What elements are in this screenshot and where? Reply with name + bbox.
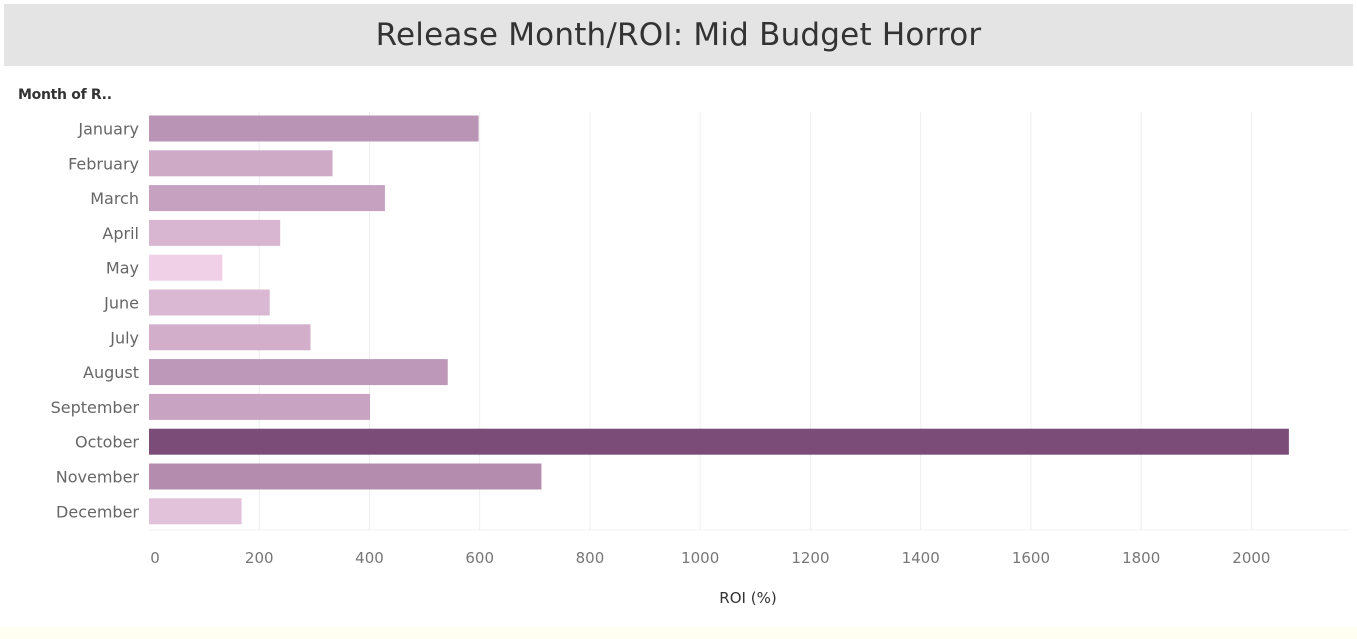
x-tick-label: 200: [245, 549, 274, 567]
category-label-january: January: [77, 120, 139, 139]
bar-november[interactable]: [149, 463, 542, 490]
category-label-july: July: [109, 328, 139, 347]
category-label-november: November: [56, 468, 140, 487]
bar-may[interactable]: [149, 254, 223, 281]
x-axis-label: ROI (%): [719, 589, 776, 607]
category-header[interactable]: Month of R..: [18, 87, 112, 103]
x-axis: 0 200 400 600 800 1000 1200 1400 1600 1800 2000: [149, 529, 1350, 567]
category-label-september: September: [51, 398, 140, 417]
x-tick-label: 400: [355, 549, 384, 567]
category-label-october: October: [75, 433, 139, 452]
bar-march[interactable]: [149, 185, 385, 212]
category-label-december: December: [56, 502, 139, 521]
x-tick-label: 800: [576, 549, 605, 567]
title-bar: Release Month/ROI: Mid Budget Horror: [4, 4, 1353, 66]
x-tick-label: 600: [465, 549, 494, 567]
category-label-march: March: [90, 189, 139, 208]
x-tick-label: 1800: [1122, 549, 1160, 567]
category-label-august: August: [83, 363, 139, 382]
category-label-may: May: [106, 259, 139, 278]
x-tick-label: 1000: [681, 549, 719, 567]
bar-august[interactable]: [149, 359, 448, 386]
x-tick-label: 1400: [902, 549, 940, 567]
category-label-april: April: [102, 224, 139, 243]
gridlines: [258, 112, 1252, 530]
bar-july[interactable]: [149, 324, 311, 351]
category-labels: January February March April May June July Augu…: [51, 120, 140, 522]
x-tick-label: 1200: [791, 549, 829, 567]
bar-february[interactable]: [149, 150, 333, 177]
x-tick-label: 0: [150, 549, 160, 567]
bar-april[interactable]: [149, 219, 281, 246]
x-tick-label: 1600: [1012, 549, 1050, 567]
bar-october[interactable]: [149, 428, 1289, 455]
chart-title: Release Month/ROI: Mid Budget Horror: [375, 17, 982, 53]
category-label-june: June: [103, 294, 139, 313]
bar-september[interactable]: [149, 393, 371, 420]
bar-june[interactable]: [149, 289, 270, 316]
bar-january[interactable]: [149, 115, 479, 142]
x-tick-label: 2000: [1232, 549, 1270, 567]
bar-december[interactable]: [149, 498, 242, 525]
bars: [149, 115, 1289, 525]
category-label-february: February: [68, 154, 139, 173]
